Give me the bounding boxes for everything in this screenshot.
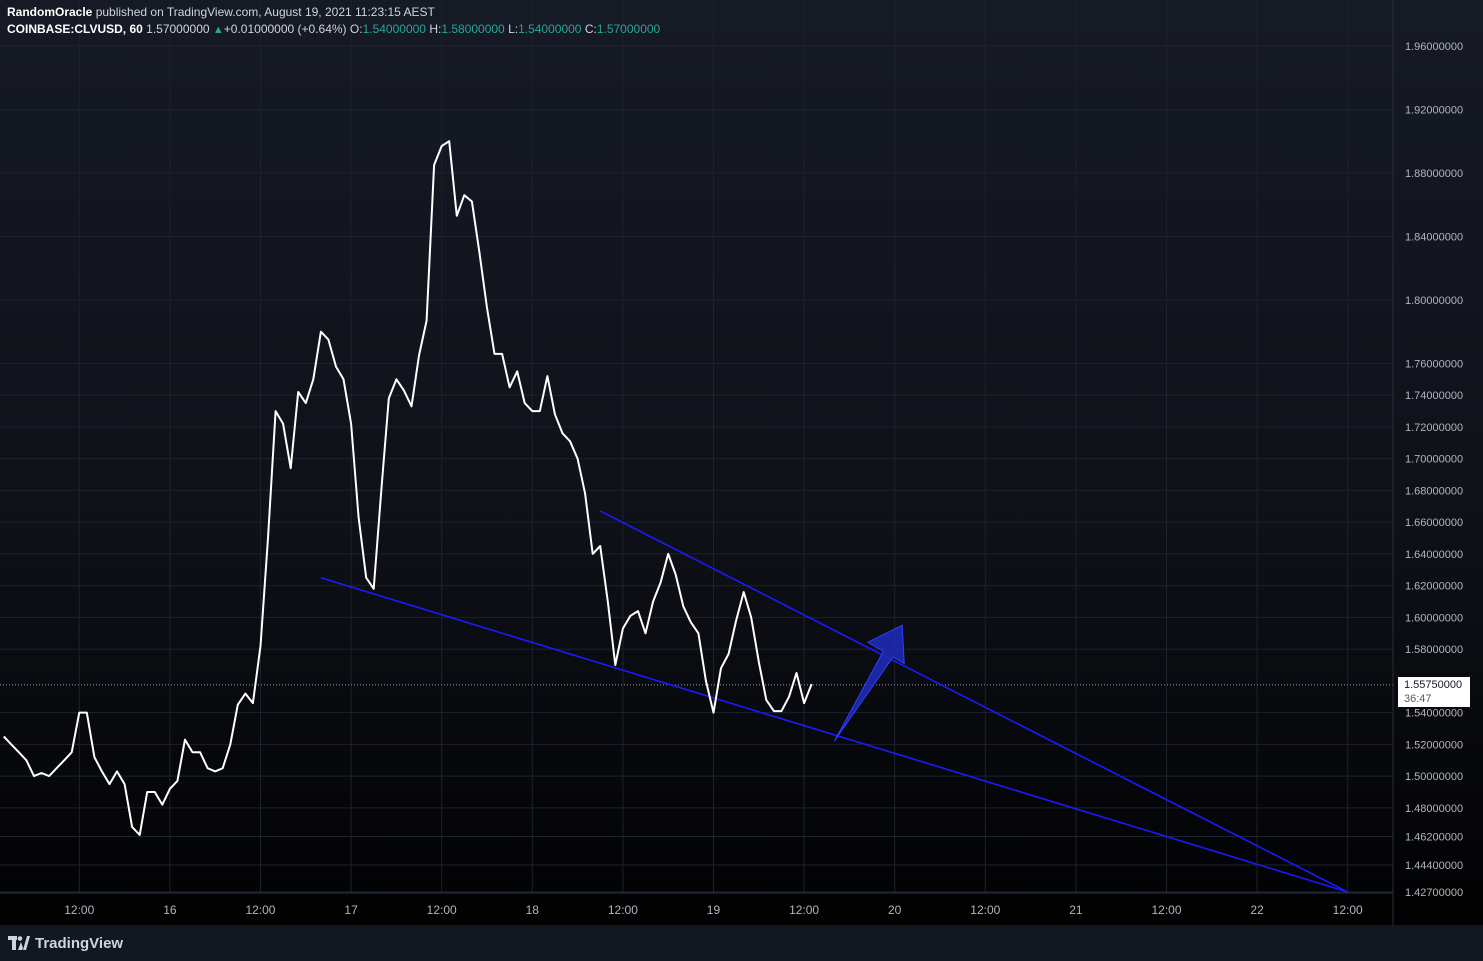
up-arrow-annotation [833, 624, 905, 742]
x-tick-label: 12:00 [970, 903, 1000, 917]
low-label: L: [508, 22, 519, 36]
y-tick-label: 1.84000000 [1405, 231, 1463, 243]
up-arrow-icon: ▲ [212, 24, 224, 36]
close-value: 1.57000000 [596, 22, 661, 36]
y-tick-label: 1.44400000 [1405, 860, 1463, 872]
y-tick-label: 1.52000000 [1405, 739, 1463, 751]
y-tick-label: 1.58000000 [1405, 644, 1463, 656]
current-price-tag: 1.55750000 36:47 [1398, 676, 1470, 707]
tradingview-logo-icon [8, 936, 30, 950]
y-tick-label: 1.42700000 [1405, 887, 1463, 899]
x-tick-label: 21 [1069, 903, 1083, 917]
y-tick-label: 1.88000000 [1405, 168, 1463, 180]
y-tick-label: 1.96000000 [1405, 41, 1463, 53]
x-tick-label: 16 [163, 903, 177, 917]
y-tick-label: 1.92000000 [1405, 104, 1463, 116]
price-change: +0.01000000 (+0.64%) [223, 22, 347, 36]
x-tick-label: 12:00 [427, 903, 457, 917]
price-chart[interactable]: 1.96000000 1.92000000 1.88000000 1.84000000… [0, 0, 1483, 925]
x-tick-label: 12:00 [64, 903, 94, 917]
annotation-arrow [833, 624, 905, 742]
symbol-legend: COINBASE:CLVUSD, 60 1.57000000 ▲+0.01000… [7, 22, 660, 37]
x-tick-label: 12:00 [1151, 903, 1181, 917]
published-text: published on TradingView.com, August 19,… [95, 5, 435, 19]
x-tick-label: 19 [707, 903, 721, 917]
tradingview-logo[interactable]: TradingView [8, 934, 123, 952]
author-name[interactable]: RandomOracle [7, 5, 93, 19]
open-value: 1.54000000 [362, 22, 426, 36]
y-tick-label: 1.66000000 [1405, 517, 1463, 529]
low-value: 1.54000000 [518, 22, 582, 36]
x-tick-label: 20 [888, 903, 902, 917]
open-label: O: [349, 22, 363, 36]
price-axis[interactable]: 1.96000000 1.92000000 1.88000000 1.84000000… [1392, 0, 1463, 925]
x-tick-label: 18 [526, 903, 540, 917]
publish-info: RandomOracle published on TradingView.co… [7, 5, 435, 19]
y-tick-label: 1.70000000 [1405, 454, 1463, 466]
trendlines [320, 510, 1349, 893]
price-series [3, 140, 813, 836]
y-tick-label: 1.74000000 [1405, 390, 1463, 402]
y-tick-label: 1.64000000 [1405, 549, 1463, 561]
x-tick-label: 12:00 [608, 903, 638, 917]
trendline-lower [320, 576, 1348, 893]
symbol-name[interactable]: COINBASE:CLVUSD, 60 [7, 22, 143, 36]
y-tick-label: 1.68000000 [1405, 485, 1463, 497]
trendline-upper [599, 510, 1349, 893]
x-tick-label: 22 [1250, 903, 1264, 917]
price-line [3, 140, 813, 836]
high-value: 1.58000000 [441, 22, 505, 36]
y-tick-label: 1.46200000 [1405, 831, 1463, 843]
x-tick-label: 12:00 [789, 903, 819, 917]
time-axis[interactable]: 12:00 16 12:00 17 12:00 18 12:00 19 12:00 20 12:00… [0, 892, 1393, 917]
y-tick-label: 1.76000000 [1405, 358, 1463, 370]
last-price: 1.57000000 [146, 22, 210, 36]
y-tick-label: 1.60000000 [1405, 612, 1463, 624]
y-tick-label: 1.48000000 [1405, 803, 1463, 815]
close-label: C: [584, 22, 597, 36]
y-tick-label: 1.80000000 [1405, 295, 1463, 307]
y-tick-label: 1.54000000 [1405, 708, 1463, 720]
y-tick-label: 1.50000000 [1405, 771, 1463, 783]
x-tick-label: 12:00 [245, 903, 275, 917]
bar-countdown: 36:47 [1404, 692, 1432, 705]
high-label: H: [429, 22, 442, 36]
tradingview-brand-text: TradingView [35, 934, 124, 952]
grid [0, 0, 1393, 893]
current-price-value: 1.55750000 [1404, 678, 1463, 691]
x-tick-label: 17 [344, 903, 358, 917]
y-tick-label: 1.62000000 [1405, 581, 1463, 593]
y-tick-label: 1.72000000 [1405, 422, 1463, 434]
footer [0, 925, 1483, 961]
x-tick-label: 12:00 [1333, 903, 1363, 917]
